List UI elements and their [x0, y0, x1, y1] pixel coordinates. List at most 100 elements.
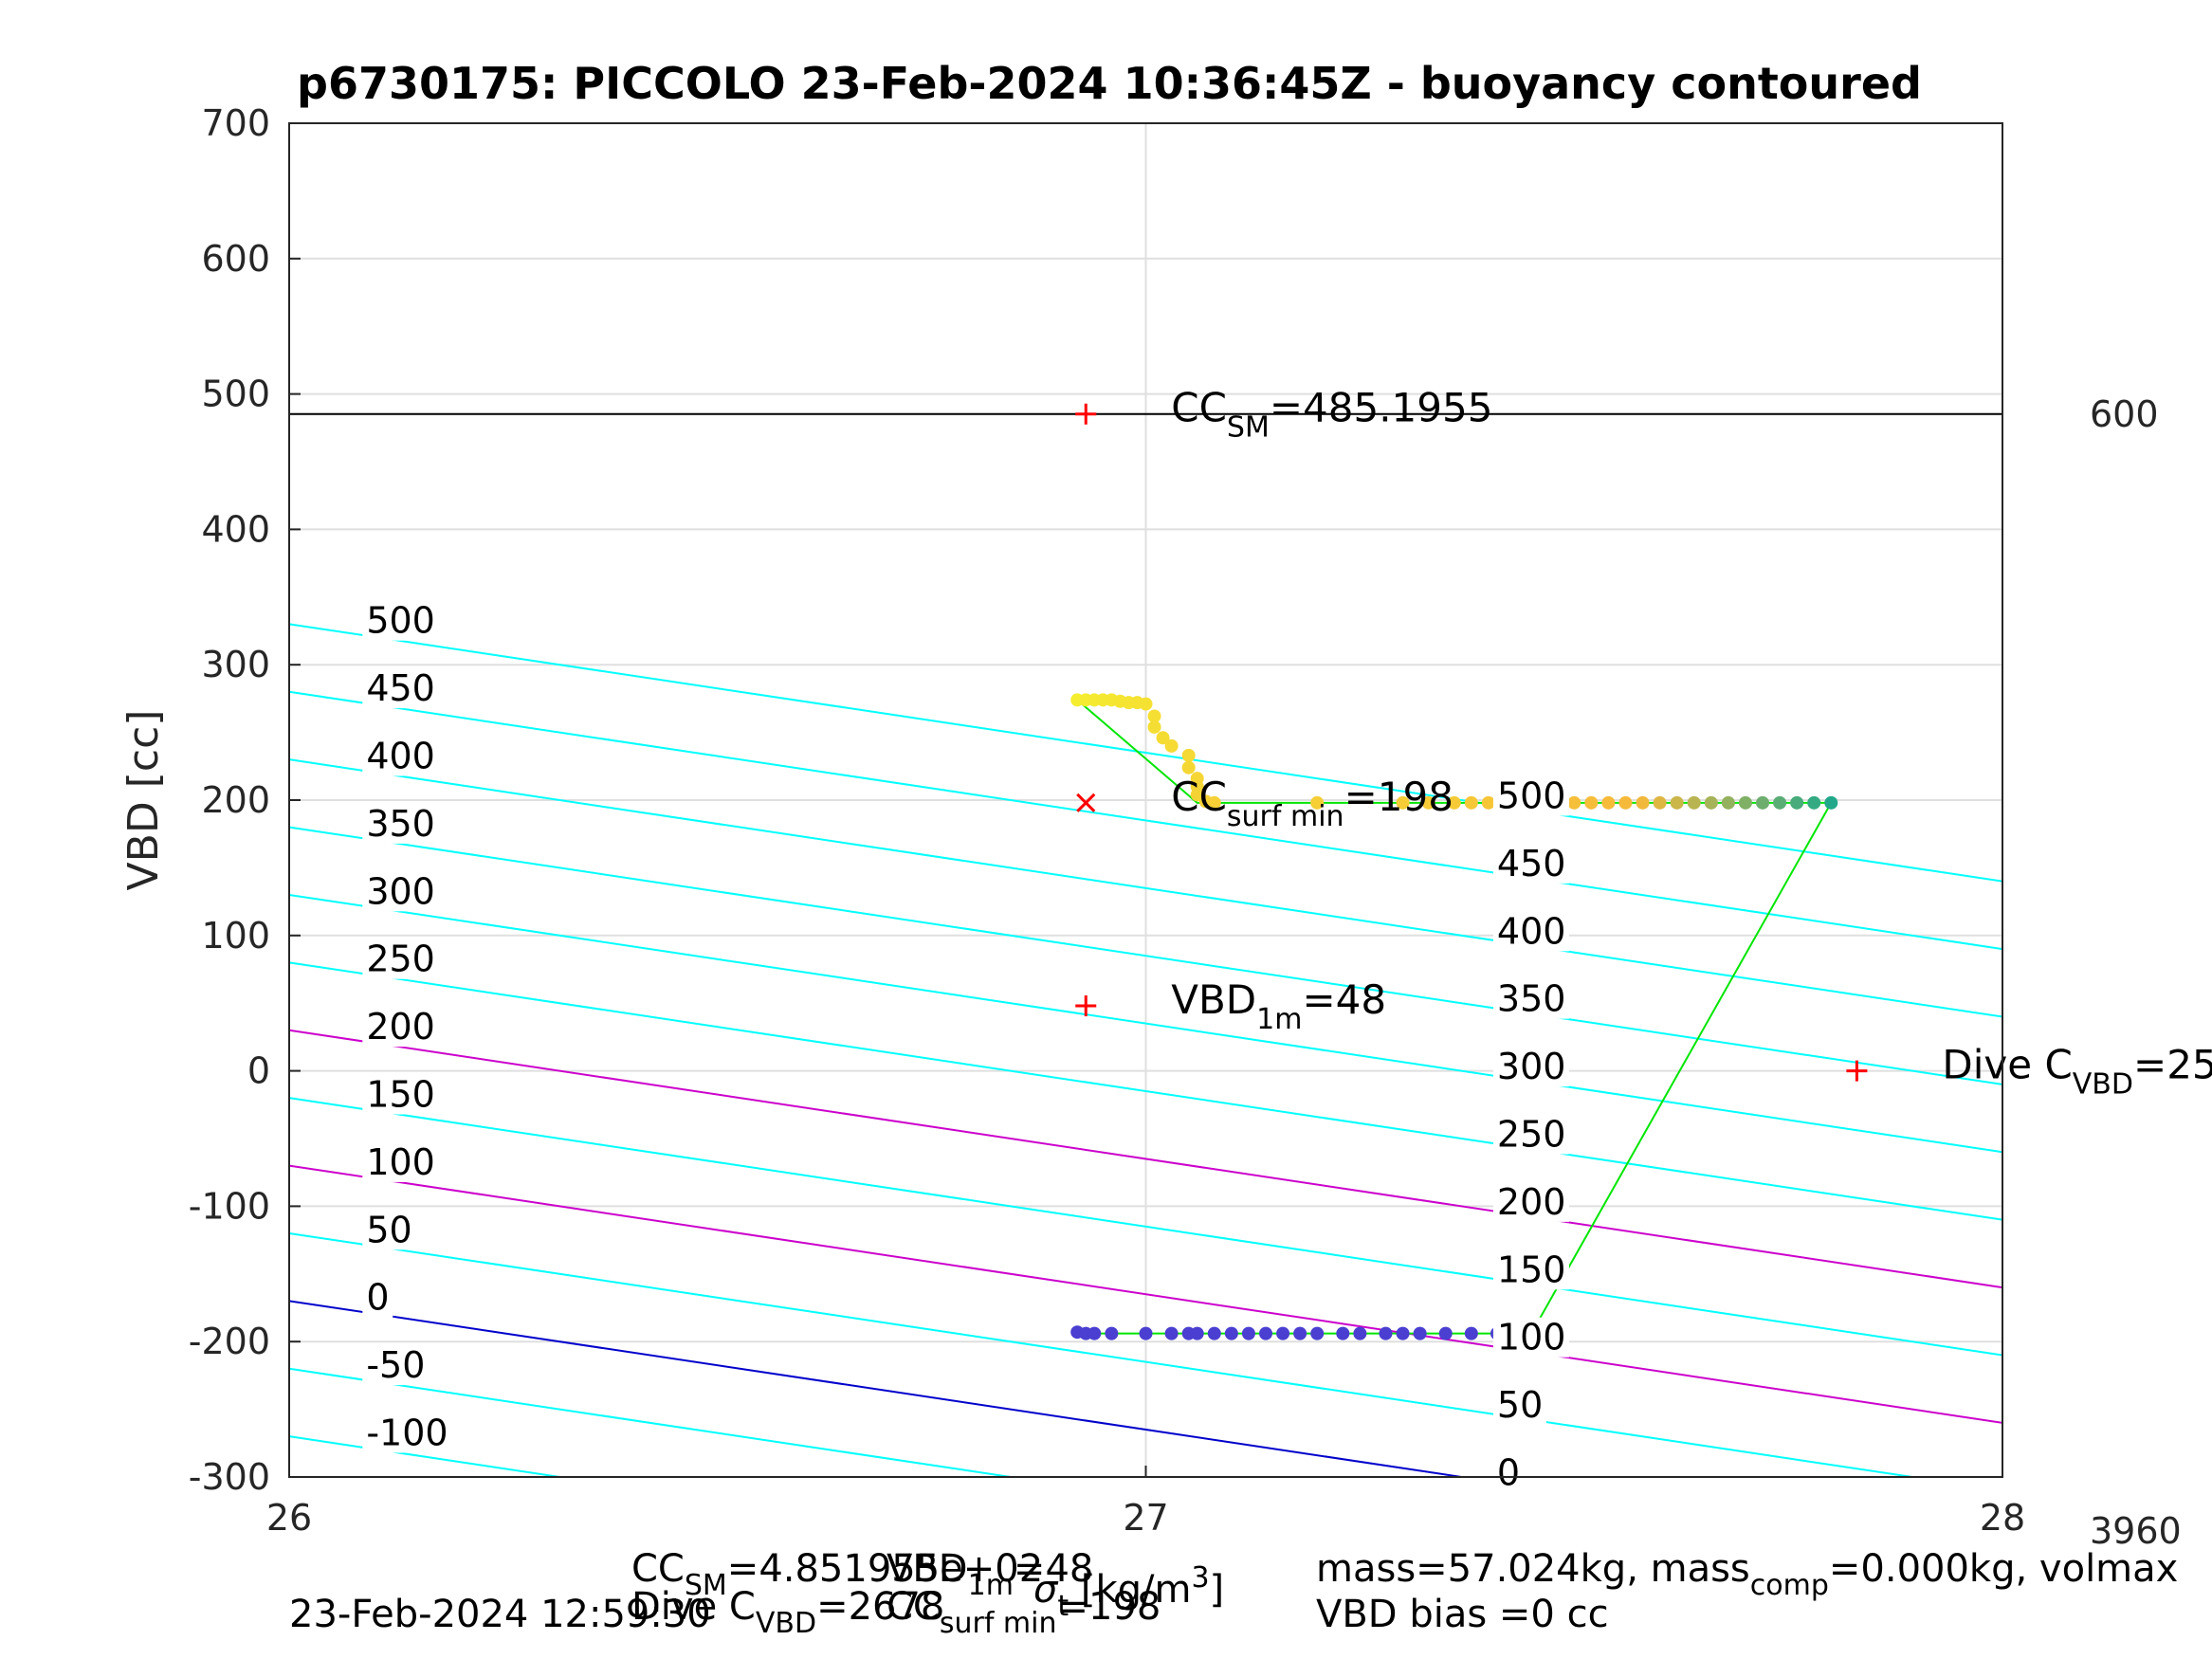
- data-point: [1687, 795, 1701, 810]
- data-point: [1147, 709, 1161, 723]
- data-point: [1181, 760, 1196, 775]
- contour-label-bg: [362, 1277, 393, 1318]
- contour-label: 350: [1497, 978, 1566, 1020]
- contour-label-bg: [362, 939, 439, 979]
- contour-line: [289, 1300, 1469, 1477]
- y-tick-label: 600: [201, 238, 270, 280]
- data-point: [1653, 795, 1667, 810]
- marker-label: CCsurf min=198: [1171, 774, 1453, 833]
- contour-label: 300: [366, 870, 435, 912]
- contour-label: 400: [1497, 910, 1566, 952]
- data-point: [1336, 1326, 1350, 1340]
- contour-label: 100: [1497, 1317, 1566, 1358]
- contour-label: 200: [1497, 1181, 1566, 1223]
- footer-xlabel: σt [kg/m3]: [1033, 1561, 1224, 1623]
- data-point: [1721, 795, 1735, 810]
- data-point: [1738, 795, 1752, 810]
- contour-label-bg: [362, 1074, 439, 1115]
- y-tick-label: -300: [189, 1456, 270, 1498]
- data-point: [1464, 795, 1478, 810]
- data-point: [1207, 1326, 1221, 1340]
- contour-label: 250: [366, 939, 435, 980]
- data-point: [1567, 795, 1581, 810]
- x-tick-label: 26: [266, 1497, 312, 1539]
- data-point: [1310, 1326, 1325, 1340]
- contour-label-bg: [1492, 1249, 1569, 1290]
- data-point: [1421, 795, 1435, 810]
- contour-label-bg: [362, 1141, 439, 1182]
- data-point: [1379, 1326, 1393, 1340]
- data-point: [1601, 795, 1616, 810]
- contour-label: 0: [366, 1277, 389, 1319]
- footer-line1-mass: mass=57.024kg, masscomp=0.000kg, volmax: [1316, 1547, 2178, 1602]
- contour-label: 500: [1497, 775, 1566, 816]
- y-tick-label: 700: [201, 102, 270, 144]
- data-point: [1293, 1326, 1307, 1340]
- contour-label-bg: [1492, 1385, 1546, 1426]
- data-point: [1156, 731, 1170, 745]
- contour-label-bg: [1492, 1114, 1569, 1155]
- data-point: [1618, 795, 1633, 810]
- data-point: [1670, 795, 1684, 810]
- contour-label-bg: [362, 1007, 439, 1048]
- x-marker: [1076, 793, 1096, 812]
- contour-label: 500: [366, 600, 435, 642]
- data-point: [1276, 1326, 1290, 1340]
- y-tick-label: 0: [247, 1050, 270, 1092]
- y-axis-label: VBD [cc]: [119, 710, 168, 891]
- y-tick-label: 200: [201, 779, 270, 821]
- contour-line: [289, 1367, 1017, 1477]
- x-tick-label: 27: [1123, 1497, 1168, 1539]
- contour-line: [289, 1029, 2002, 1289]
- marker-label: Dive CVBD=25: [1942, 1042, 2212, 1102]
- contour-label-bg: [362, 600, 439, 641]
- data-point: [1464, 1326, 1478, 1340]
- contour-label: -50: [366, 1344, 425, 1386]
- contour-label: 400: [366, 736, 435, 777]
- contour-label: -100: [366, 1413, 448, 1454]
- contour-label: 250: [1497, 1113, 1566, 1155]
- data-point: [1824, 795, 1838, 810]
- data-point: [1584, 795, 1599, 810]
- annotation-markers: CCSM=485.1955 CCsurf min=198 VBD1m=48 Dive …: [1075, 385, 2212, 1102]
- data-point: [1447, 795, 1461, 810]
- data-point: [1207, 795, 1221, 810]
- contour-label-bg: [1492, 911, 1569, 952]
- footer-vbd-bias: VBD bias =0 cc: [1316, 1593, 1609, 1636]
- contour-label: 350: [366, 803, 435, 845]
- contour-label: 200: [366, 1006, 435, 1048]
- contour-label: 150: [1497, 1249, 1566, 1290]
- data-point: [1807, 795, 1821, 810]
- contour-label-bg: [362, 1413, 462, 1453]
- contour-line: [289, 961, 2002, 1221]
- chart-title: p6730175: PICCOLO 23-Feb-2024 10:36:45Z …: [297, 58, 1922, 109]
- data-point: [1224, 1326, 1238, 1340]
- contour-label-bg: [362, 736, 439, 776]
- contour-line: [289, 893, 2002, 1154]
- data-point: [1438, 1326, 1453, 1340]
- y-tick-label: 100: [201, 915, 270, 957]
- y-tick-label: 500: [201, 374, 270, 415]
- right-label-top: 600: [2090, 393, 2159, 435]
- contour-label-bg: [362, 1210, 416, 1250]
- footer-line1-vbd1m: VBD1m=48: [887, 1547, 1093, 1602]
- contour-label: 150: [366, 1074, 435, 1116]
- contour-label-bg: [362, 1345, 439, 1386]
- data-point: [1258, 1326, 1272, 1340]
- data-point: [1164, 738, 1179, 753]
- contour-label-bg: [362, 803, 439, 844]
- footer-line2-dive-cvbd: Dive CVBD=2678: [631, 1585, 944, 1640]
- footer-date: 23-Feb-2024 12:59:30: [289, 1593, 711, 1636]
- data-point: [1105, 1326, 1119, 1340]
- y-tick-label: 400: [201, 508, 270, 550]
- contour-line: [289, 1231, 1919, 1477]
- data-point: [1310, 795, 1325, 810]
- contour-line: [289, 1164, 2002, 1424]
- contour-label-bg: [362, 668, 439, 709]
- contour-lines: [289, 623, 2002, 1477]
- contour-line: [289, 690, 2002, 951]
- data-point: [1139, 697, 1153, 711]
- contour-label: 450: [366, 667, 435, 709]
- data-point: [1704, 795, 1718, 810]
